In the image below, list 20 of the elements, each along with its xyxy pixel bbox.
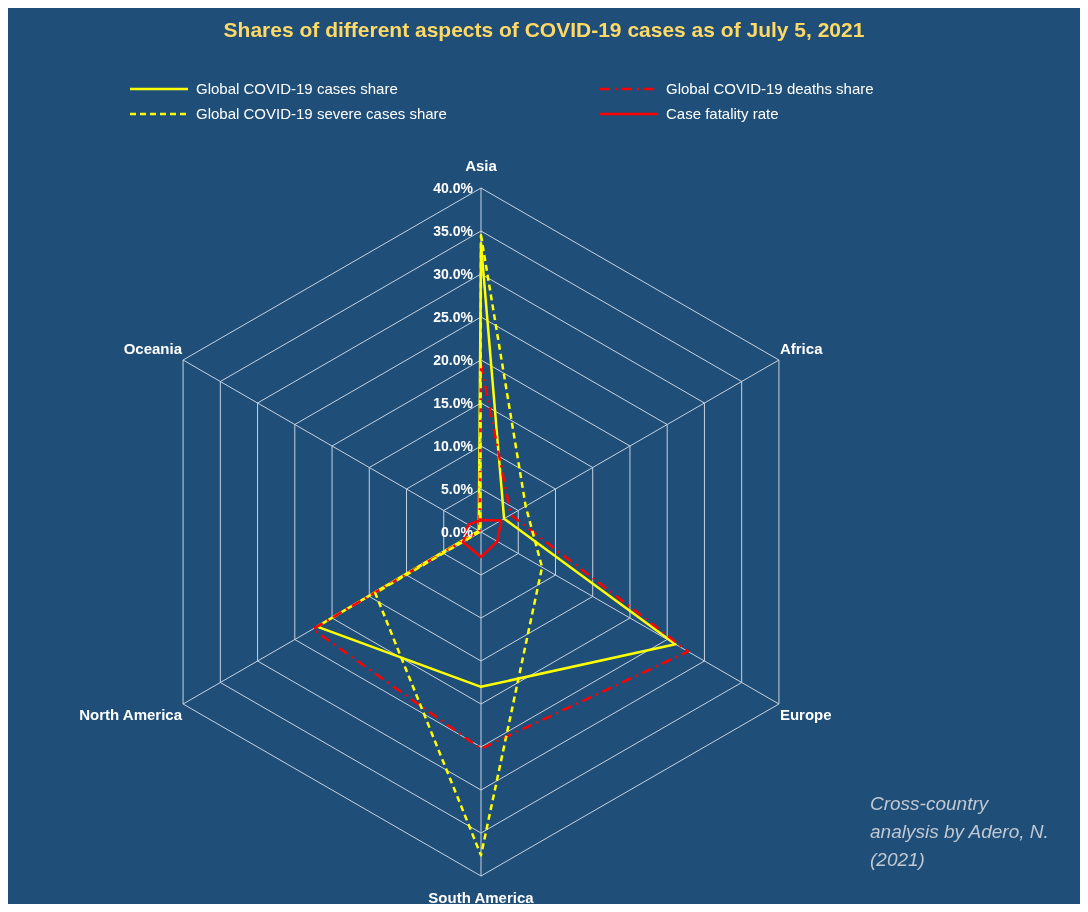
y-tick-label: 5.0% [441, 481, 474, 497]
y-tick-label: 40.0% [433, 180, 474, 196]
legend-label: Global COVID-19 severe cases share [196, 105, 447, 122]
y-tick-label: 25.0% [433, 309, 474, 325]
y-tick-label: 30.0% [433, 266, 474, 282]
y-tick-label: 20.0% [433, 352, 474, 368]
y-tick-label: 35.0% [433, 223, 474, 239]
text: Cross-country analysis by Adero, N. (2021) [870, 792, 1050, 872]
chart-title: Shares of different aspects of COVID-19 cases as of July 5, 2021 [222, 18, 866, 42]
spoke-label: South America [428, 889, 535, 906]
y-tick-label: 10.0% [433, 438, 474, 454]
spoke-label: North America [79, 706, 183, 723]
legend-label: Case fatality rate [666, 105, 779, 122]
spoke-label: Oceania [123, 340, 183, 357]
spoke-label: Europe [779, 706, 832, 723]
spoke-label: Asia [465, 157, 498, 174]
y-tick-label: 15.0% [433, 395, 474, 411]
legend-label: Global COVID-19 cases share [196, 80, 398, 97]
legend-label: Global COVID-19 deaths share [666, 80, 874, 97]
spoke-label: Africa [779, 340, 824, 357]
